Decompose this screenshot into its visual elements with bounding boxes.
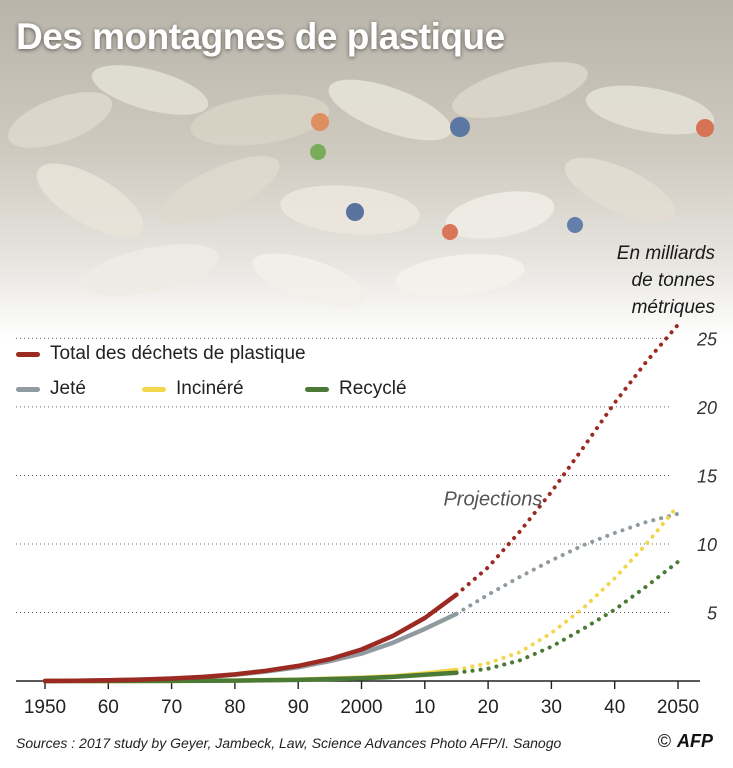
x-tick-label: 60 [98, 697, 119, 718]
chart-grid [16, 337, 672, 613]
legend-label-recycle: Recyclé [339, 378, 407, 399]
y-tick-label: 25 [696, 329, 718, 349]
x-tick-label: 2050 [657, 697, 699, 718]
x-tick-label: 30 [541, 697, 562, 718]
unit-note-line: de tonnes [631, 270, 715, 291]
afp-logo: © AFP [658, 731, 713, 752]
legend-label-jete: Jeté [50, 378, 86, 399]
series-line-historical [42, 592, 459, 684]
legend-item-incinere: Incinéré [142, 378, 244, 400]
y-tick-label: 10 [697, 535, 717, 555]
afp-logo-text: AFP [677, 731, 713, 751]
chart-series [42, 322, 680, 684]
legend-swatch-total [16, 351, 40, 357]
unit-note-line: métriques [631, 297, 715, 318]
x-tick-label: 70 [161, 697, 182, 718]
legend-label-incinere: Incinéré [176, 378, 244, 399]
legend-item-recycle: Recyclé [305, 378, 407, 400]
x-tick-label: 90 [288, 697, 309, 718]
x-tick-label: 40 [604, 697, 625, 718]
x-tick-label: 20 [478, 697, 499, 718]
x-tick-label: 1950 [24, 697, 66, 718]
x-tick-label: 80 [224, 697, 245, 718]
legend-item-total: Total des déchets de plastique [16, 343, 306, 365]
legend-swatch-jete [16, 386, 40, 392]
x-tick-label: 10 [414, 697, 435, 718]
unit-note: En milliards de tonnes métriques [585, 240, 715, 321]
chart-labels: 5 10 15 20 25 1950 60 70 80 90 2000 10 20 30 40 2050 Pro… [24, 329, 718, 718]
legend-swatch-recycle [305, 386, 329, 392]
series-line-projection [454, 511, 680, 616]
series-line-projection [454, 559, 680, 675]
unit-note-line: En milliards [616, 243, 715, 264]
projections-annotation: Projections [443, 489, 542, 511]
sources-credit: Sources : 2017 study by Geyer, Jambeck, … [16, 735, 562, 751]
y-tick-label: 20 [696, 398, 717, 418]
page-title: Des montagnes de plastique [16, 16, 505, 57]
plastic-bottles-photo [0, 0, 733, 340]
copyright-symbol: © [657, 731, 671, 751]
bottles-illustration [7, 62, 715, 307]
legend-item-jete: Jeté [16, 378, 86, 400]
legend-label-total: Total des déchets de plastique [50, 343, 306, 364]
x-tick-label: 2000 [340, 697, 382, 718]
y-tick-label: 15 [697, 466, 718, 486]
series-line-projection [454, 503, 680, 672]
series-line-projection [454, 322, 680, 597]
legend-swatch-incinere [142, 386, 166, 392]
y-tick-label: 5 [707, 603, 718, 623]
